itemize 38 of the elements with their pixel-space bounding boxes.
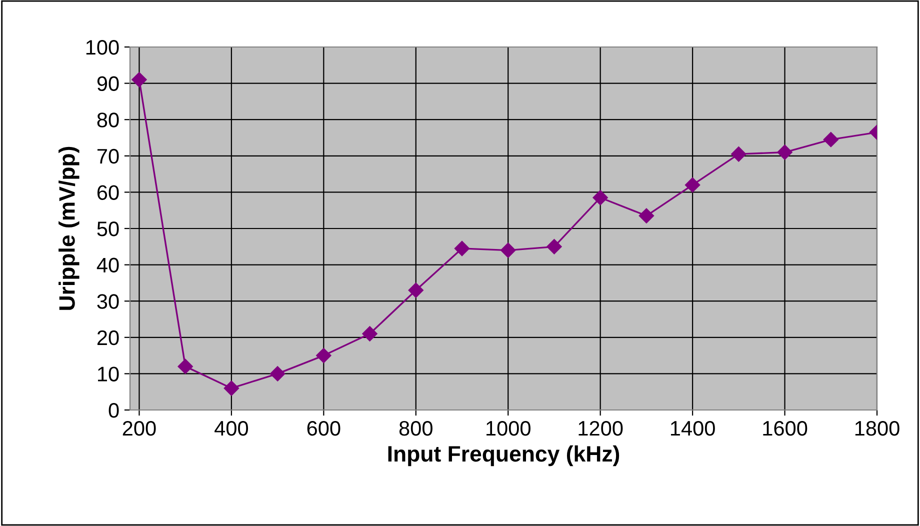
point (408, 282, 424, 298)
point (684, 177, 700, 193)
y-tick-label: 40 (96, 258, 119, 273)
point (362, 326, 378, 342)
point (270, 366, 286, 382)
point (546, 239, 562, 254)
x-tick-label: 1000 (486, 420, 530, 436)
point (224, 380, 240, 396)
x-tick-label: 600 (307, 420, 340, 436)
point (500, 242, 516, 258)
point (823, 132, 838, 148)
point (638, 208, 654, 224)
y-tick-label: 50 (97, 222, 119, 236)
y-tick-label: 80 (97, 112, 119, 128)
y-tick-label: 20 (97, 330, 119, 346)
y-tick-label: 0 (108, 403, 119, 418)
x-tick-label: 400 (214, 420, 248, 436)
point (777, 144, 792, 160)
y-tick-label: 70 (97, 148, 119, 164)
y-tick-label: 60 (97, 185, 119, 200)
x-tick-label: 1200 (578, 420, 623, 436)
x-tick-label: 1600 (763, 420, 808, 436)
y-tick-label: 100 (86, 40, 119, 55)
point (731, 146, 746, 162)
y-tick-label: 30 (97, 294, 119, 309)
point (132, 72, 147, 88)
point (178, 358, 193, 374)
x-tick-label: 200 (122, 420, 156, 436)
y-tick-label: 10 (98, 366, 119, 382)
point (316, 348, 332, 364)
x-axis-title: Input Frequency (kHz) (388, 445, 620, 466)
y-axis-title: Uripple (mV/pp) (58, 146, 80, 310)
point (454, 240, 470, 256)
point (592, 190, 608, 206)
x-tick-label: 800 (399, 420, 432, 436)
x-tick-label: 1800 (855, 420, 900, 436)
y-tick-label: 90 (97, 76, 119, 92)
x-tick-label: 1400 (670, 420, 715, 436)
